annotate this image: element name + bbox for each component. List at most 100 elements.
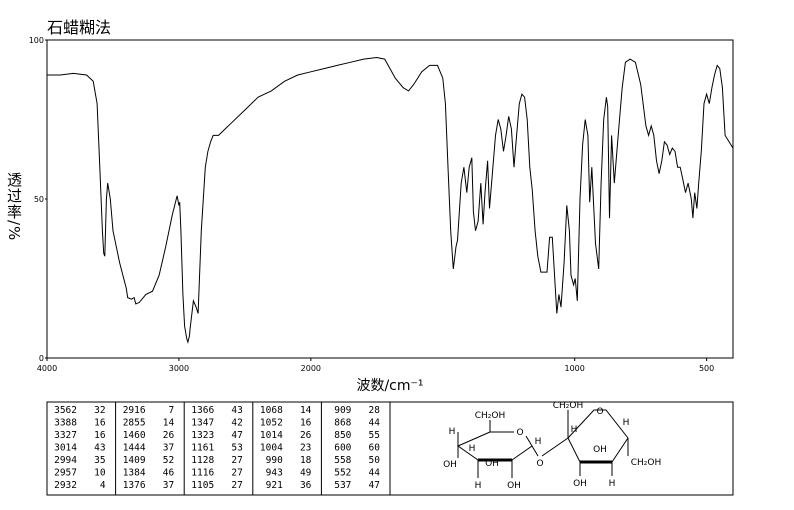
peak-transmittance: 4 bbox=[100, 480, 106, 491]
peak-transmittance: 27 bbox=[231, 480, 242, 491]
peak-wavenumber: 943 bbox=[266, 468, 283, 479]
bond bbox=[511, 435, 533, 461]
peak-wavenumber: 868 bbox=[334, 418, 351, 429]
peak-wavenumber: 2957 bbox=[54, 468, 77, 479]
x-tick-label: 2000 bbox=[301, 364, 321, 373]
peak-transmittance: 14 bbox=[163, 418, 175, 429]
peak-transmittance: 47 bbox=[231, 430, 242, 441]
structure-label: H bbox=[623, 418, 630, 428]
peak-wavenumber: 909 bbox=[334, 405, 351, 416]
peak-wavenumber: 1128 bbox=[191, 455, 214, 466]
peak-transmittance: 14 bbox=[300, 405, 312, 416]
peak-wavenumber: 1409 bbox=[123, 455, 146, 466]
bond bbox=[611, 437, 629, 463]
peak-wavenumber: 537 bbox=[334, 480, 351, 491]
peak-transmittance: 27 bbox=[231, 468, 242, 479]
peak-transmittance: 16 bbox=[94, 430, 106, 441]
structure-label: H bbox=[449, 427, 456, 437]
peak-transmittance: 28 bbox=[369, 405, 381, 416]
peak-transmittance: 53 bbox=[231, 443, 242, 454]
y-axis-label: 透过率/% bbox=[5, 172, 23, 242]
peak-wavenumber: 850 bbox=[334, 430, 351, 441]
peak-transmittance: 60 bbox=[369, 443, 381, 454]
peak-wavenumber: 1323 bbox=[191, 430, 214, 441]
peak-wavenumber: 1068 bbox=[260, 405, 283, 416]
peak-transmittance: 47 bbox=[369, 480, 380, 491]
peak-transmittance: 43 bbox=[94, 443, 105, 454]
peak-transmittance: 7 bbox=[168, 405, 174, 416]
peak-transmittance: 26 bbox=[300, 430, 312, 441]
structure-label: OH bbox=[443, 460, 457, 470]
peak-table: 3562 32 3388 16 3327 16 3014 43 2994 35 2957 10 2932… bbox=[46, 401, 734, 496]
structure-label: OH bbox=[485, 459, 499, 469]
x-tick-label: 1000 bbox=[565, 364, 585, 373]
peak-wavenumber: 1105 bbox=[191, 480, 214, 491]
structure-label: H bbox=[609, 479, 616, 489]
peak-transmittance: 43 bbox=[231, 405, 242, 416]
peak-wavenumber: 1004 bbox=[260, 443, 283, 454]
peak-transmittance: 26 bbox=[163, 430, 175, 441]
plot-frame bbox=[46, 39, 734, 359]
peak-transmittance: 16 bbox=[300, 418, 312, 429]
structure-label: H bbox=[469, 444, 476, 454]
y-tick-label: 0 bbox=[39, 354, 44, 363]
structure-label: H bbox=[475, 481, 482, 491]
peak-wavenumber: 1347 bbox=[191, 418, 214, 429]
structure-label: H bbox=[571, 425, 578, 435]
peak-wavenumber: 2994 bbox=[54, 455, 77, 466]
peak-wavenumber: 3388 bbox=[54, 418, 77, 429]
structure-label: O bbox=[516, 428, 523, 438]
x-axis-label: 波数/cm⁻¹ bbox=[356, 378, 423, 394]
peak-transmittance: 44 bbox=[369, 418, 381, 429]
peak-wavenumber: 1161 bbox=[191, 443, 214, 454]
peak-transmittance: 37 bbox=[163, 480, 174, 491]
peak-transmittance: 46 bbox=[163, 468, 175, 479]
bond bbox=[531, 445, 539, 457]
y-tick-label: 100 bbox=[29, 36, 44, 45]
peak-wavenumber: 990 bbox=[266, 455, 283, 466]
structure-label: O bbox=[596, 407, 603, 417]
peak-transmittance: 55 bbox=[369, 430, 380, 441]
peak-wavenumber: 1052 bbox=[260, 418, 283, 429]
chart-title: 石蜡糊法 bbox=[47, 18, 111, 37]
peak-wavenumber: 1116 bbox=[191, 468, 214, 479]
structure-label: H bbox=[535, 437, 542, 447]
peak-wavenumber: 3327 bbox=[54, 430, 77, 441]
x-tick-label: 4000 bbox=[37, 364, 57, 373]
peak-transmittance: 10 bbox=[94, 468, 106, 479]
peak-wavenumber: 1460 bbox=[123, 430, 146, 441]
peak-wavenumber: 2855 bbox=[123, 418, 146, 429]
structure-label: OH bbox=[507, 481, 521, 491]
peak-wavenumber: 1444 bbox=[123, 443, 146, 454]
structure-label: CH₂OH bbox=[631, 458, 662, 468]
peak-wavenumber: 2916 bbox=[123, 405, 146, 416]
peak-transmittance: 50 bbox=[369, 455, 381, 466]
structure-label: OH bbox=[573, 479, 587, 489]
y-tick-label: 50 bbox=[34, 195, 44, 204]
peak-wavenumber: 552 bbox=[334, 468, 351, 479]
peak-transmittance: 16 bbox=[94, 418, 106, 429]
peak-wavenumber: 558 bbox=[334, 455, 351, 466]
peak-transmittance: 18 bbox=[300, 455, 312, 466]
peak-wavenumber: 3562 bbox=[54, 405, 77, 416]
x-tick-label: 500 bbox=[699, 364, 714, 373]
bond bbox=[567, 409, 629, 439]
peak-wavenumber: 921 bbox=[266, 480, 283, 491]
peak-transmittance: 52 bbox=[163, 455, 174, 466]
structure-label: CH₂OH bbox=[553, 401, 584, 411]
peak-transmittance: 23 bbox=[300, 443, 311, 454]
peak-transmittance: 36 bbox=[300, 480, 312, 491]
peak-transmittance: 27 bbox=[231, 455, 242, 466]
peak-transmittance: 37 bbox=[163, 443, 174, 454]
bond bbox=[541, 437, 569, 457]
peak-transmittance: 35 bbox=[94, 455, 105, 466]
peak-wavenumber: 1376 bbox=[123, 480, 146, 491]
peak-wavenumber: 1366 bbox=[191, 405, 214, 416]
structure-label: O bbox=[536, 459, 543, 469]
peak-wavenumber: 600 bbox=[334, 443, 351, 454]
structure-label: CH₂OH bbox=[475, 411, 506, 421]
spectrum-line bbox=[47, 56, 734, 344]
